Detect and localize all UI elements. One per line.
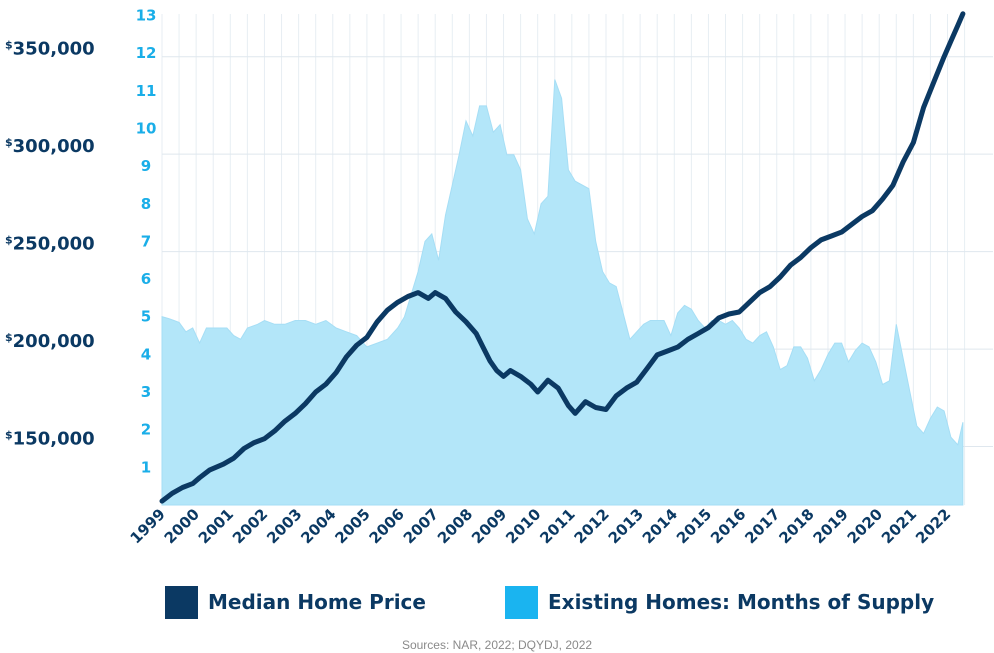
line-series-layer	[159, 11, 966, 504]
left-tick-label: $200,000	[5, 331, 95, 352]
right-tick-label: 8	[141, 195, 151, 213]
x-tick-label: 2006	[366, 505, 408, 547]
tick-value: 250,000	[13, 234, 95, 255]
legend: Median Home Price Existing Homes: Months…	[0, 584, 994, 620]
tick-value: 200,000	[13, 331, 95, 352]
currency-symbol: $	[5, 234, 13, 247]
x-tick-label: 2014	[639, 505, 681, 547]
line-median-home-price	[159, 11, 966, 504]
right-tick-label: 3	[141, 383, 151, 401]
right-tick-label: 12	[136, 44, 157, 62]
x-tick-label: 2002	[229, 505, 271, 547]
area-months-of-supply	[161, 79, 964, 506]
x-tick-label: 2013	[605, 505, 647, 547]
x-tick-label: 2020	[844, 505, 886, 547]
tick-value: 150,000	[13, 429, 95, 450]
x-tick-label: 2005	[331, 505, 373, 547]
currency-symbol: $	[5, 136, 13, 149]
legend-label-median-price: Median Home Price	[208, 590, 426, 614]
x-tick-label: 2008	[434, 505, 476, 547]
x-tick-label: 2004	[297, 505, 339, 547]
x-tick-label: 2021	[878, 505, 920, 547]
left-tick-label: $350,000	[5, 39, 95, 60]
x-tick-label: 2001	[195, 505, 237, 547]
right-tick-label: 13	[136, 7, 157, 25]
right-tick-label: 10	[136, 119, 157, 137]
right-tick-label: 7	[141, 232, 151, 250]
x-tick-label: 2007	[400, 505, 442, 547]
right-tick-label: 5	[141, 308, 151, 326]
x-tick-label: 2000	[161, 505, 203, 547]
x-tick-label: 2016	[707, 505, 749, 547]
x-tick-label: 2022	[912, 505, 954, 547]
x-axis-ticks: 1999200020012002200320042005200620072008…	[127, 505, 955, 547]
x-tick-label: 1999	[127, 505, 169, 547]
legend-item-median-price: Median Home Price	[165, 584, 426, 620]
right-tick-label: 9	[141, 157, 151, 175]
left-tick-label: $150,000	[5, 429, 95, 450]
right-tick-label: 4	[141, 345, 151, 363]
left-tick-label: $250,000	[5, 234, 95, 255]
source-note: Sources: NAR, 2022; DQYDJ, 2022	[401, 638, 593, 652]
x-tick-label: 2003	[263, 505, 305, 547]
x-tick-label: 2018	[775, 505, 817, 547]
legend-swatch-months-supply	[505, 585, 538, 619]
right-tick-label: 11	[136, 82, 157, 100]
x-tick-label: 2019	[810, 505, 852, 547]
left-axis-ticks: $150,000$200,000$250,000$300,000$350,000	[5, 39, 95, 450]
x-tick-label: 2009	[468, 505, 510, 547]
x-tick-label: 2010	[502, 505, 544, 547]
tick-value: 350,000	[13, 39, 95, 60]
x-tick-label: 2017	[741, 505, 783, 547]
x-tick-label: 2012	[571, 505, 613, 547]
legend-swatch-median-price	[165, 585, 198, 619]
x-tick-label: 2015	[673, 505, 715, 547]
currency-symbol: $	[5, 429, 13, 442]
area-series-layer	[161, 79, 964, 506]
legend-label-months-supply: Existing Homes: Months of Supply	[548, 590, 935, 614]
right-tick-label: 2	[141, 421, 151, 439]
right-tick-label: 6	[141, 270, 151, 288]
tick-value: 300,000	[13, 136, 95, 157]
currency-symbol: $	[5, 39, 13, 52]
left-tick-label: $300,000	[5, 136, 95, 157]
legend-item-months-supply: Existing Homes: Months of Supply	[505, 584, 934, 620]
right-tick-label: 1	[141, 458, 151, 476]
x-tick-label: 2011	[536, 505, 578, 547]
currency-symbol: $	[5, 331, 13, 344]
